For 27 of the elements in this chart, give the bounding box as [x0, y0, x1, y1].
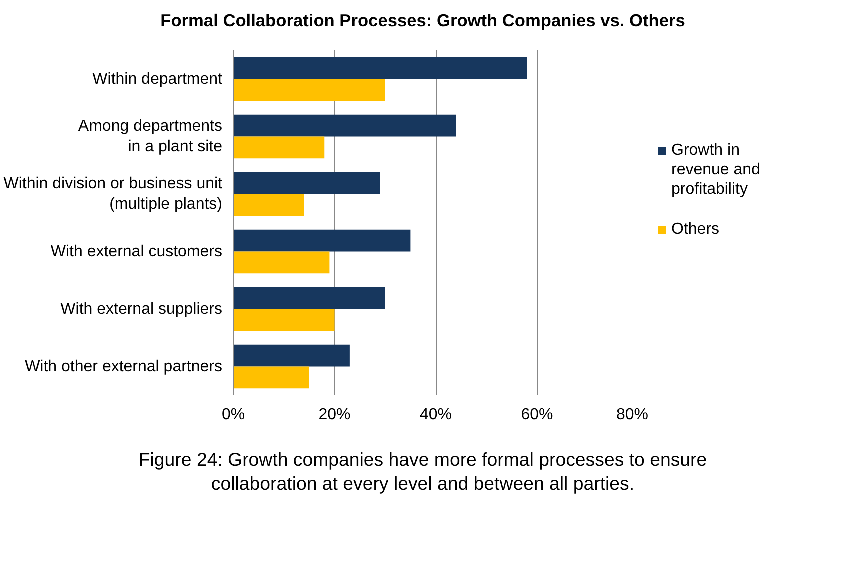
bar	[234, 252, 330, 274]
x-tick-label: 40%	[420, 406, 452, 424]
caption: Figure 24: Growth companies have more formal processes to ensure collaboration at every level and between all parties.	[138, 448, 708, 494]
y-tick-label: Within department	[92, 70, 224, 88]
x-tick-label: 60%	[521, 406, 554, 424]
bar	[234, 344, 350, 367]
bar	[234, 366, 310, 389]
bar	[234, 309, 335, 332]
x-tick-label: 20%	[318, 406, 351, 424]
y-tick-label: With other external partners	[25, 358, 222, 376]
bar	[234, 57, 528, 80]
y-tick-label: With external suppliers	[60, 300, 222, 318]
y-tick-label: Within division or business unit (multiple plants)	[4, 176, 224, 213]
x-tick-label: 80%	[616, 406, 649, 424]
y-tick-label: With external customers	[50, 243, 222, 260]
bar	[234, 194, 304, 216]
bar	[234, 114, 456, 137]
bar	[234, 230, 411, 252]
bar	[234, 172, 380, 194]
legend-label: Growth in revenue and profitability	[672, 142, 760, 198]
bar	[234, 287, 386, 310]
y-tick-label: Among departments in a plant site	[78, 118, 223, 156]
legend-label: Others	[672, 221, 720, 238]
bar	[234, 79, 386, 102]
chart-title: Formal Collaboration Processes: Growth Companies vs. Others	[160, 10, 686, 30]
bar	[234, 136, 325, 159]
x-tick-label: 0%	[222, 406, 246, 424]
